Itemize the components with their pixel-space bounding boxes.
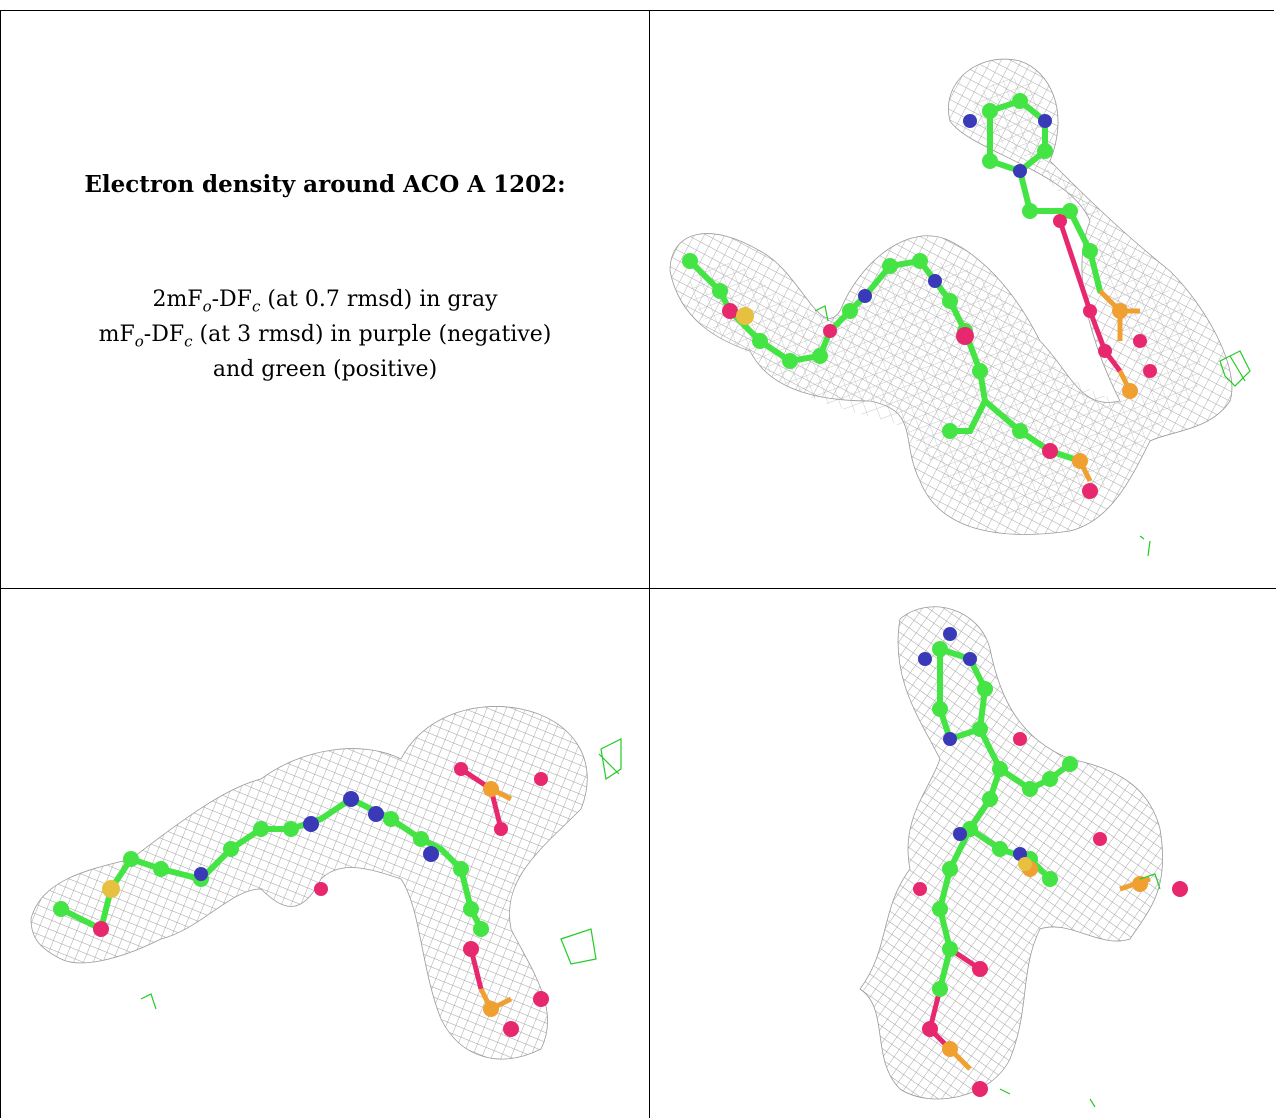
density-image-1 (669, 58, 1251, 557)
carbon-atoms (682, 93, 1098, 439)
positive-density-1 (814, 305, 1251, 557)
molecule-2 (53, 762, 549, 1037)
caption-line-2: mFo-DFc (at 3 rmsd) in purple (negative) (98, 322, 552, 351)
caption-title: Electron density around ACO A 1202: (84, 171, 566, 198)
density-image-2 (30, 706, 622, 1060)
caption-line-3: and green (positive) (212, 357, 438, 382)
phosphorus-atoms (1072, 303, 1138, 469)
vertical-divider (649, 10, 650, 1118)
horizontal-divider (0, 588, 1276, 589)
molecule-1 (682, 93, 1157, 499)
view-bottom-left (1, 589, 649, 1118)
sulfur-atoms (736, 307, 754, 325)
positive-density-2 (140, 738, 622, 1010)
positive-density-3 (999, 873, 1161, 1108)
view-top-right (650, 11, 1276, 588)
caption-line-1: 2mFo-DFc (at 0.7 rmsd) in gray (152, 287, 498, 316)
oxygen-atoms (722, 214, 1157, 499)
density-image-3 (859, 606, 1188, 1108)
molecule-3 (913, 627, 1188, 1097)
view-bottom-right (650, 589, 1276, 1118)
nitrogen-atoms (858, 114, 1052, 303)
figure-frame (0, 10, 1274, 1118)
caption-cell: Electron density around ACO A 1202: 2mFo… (1, 11, 649, 588)
